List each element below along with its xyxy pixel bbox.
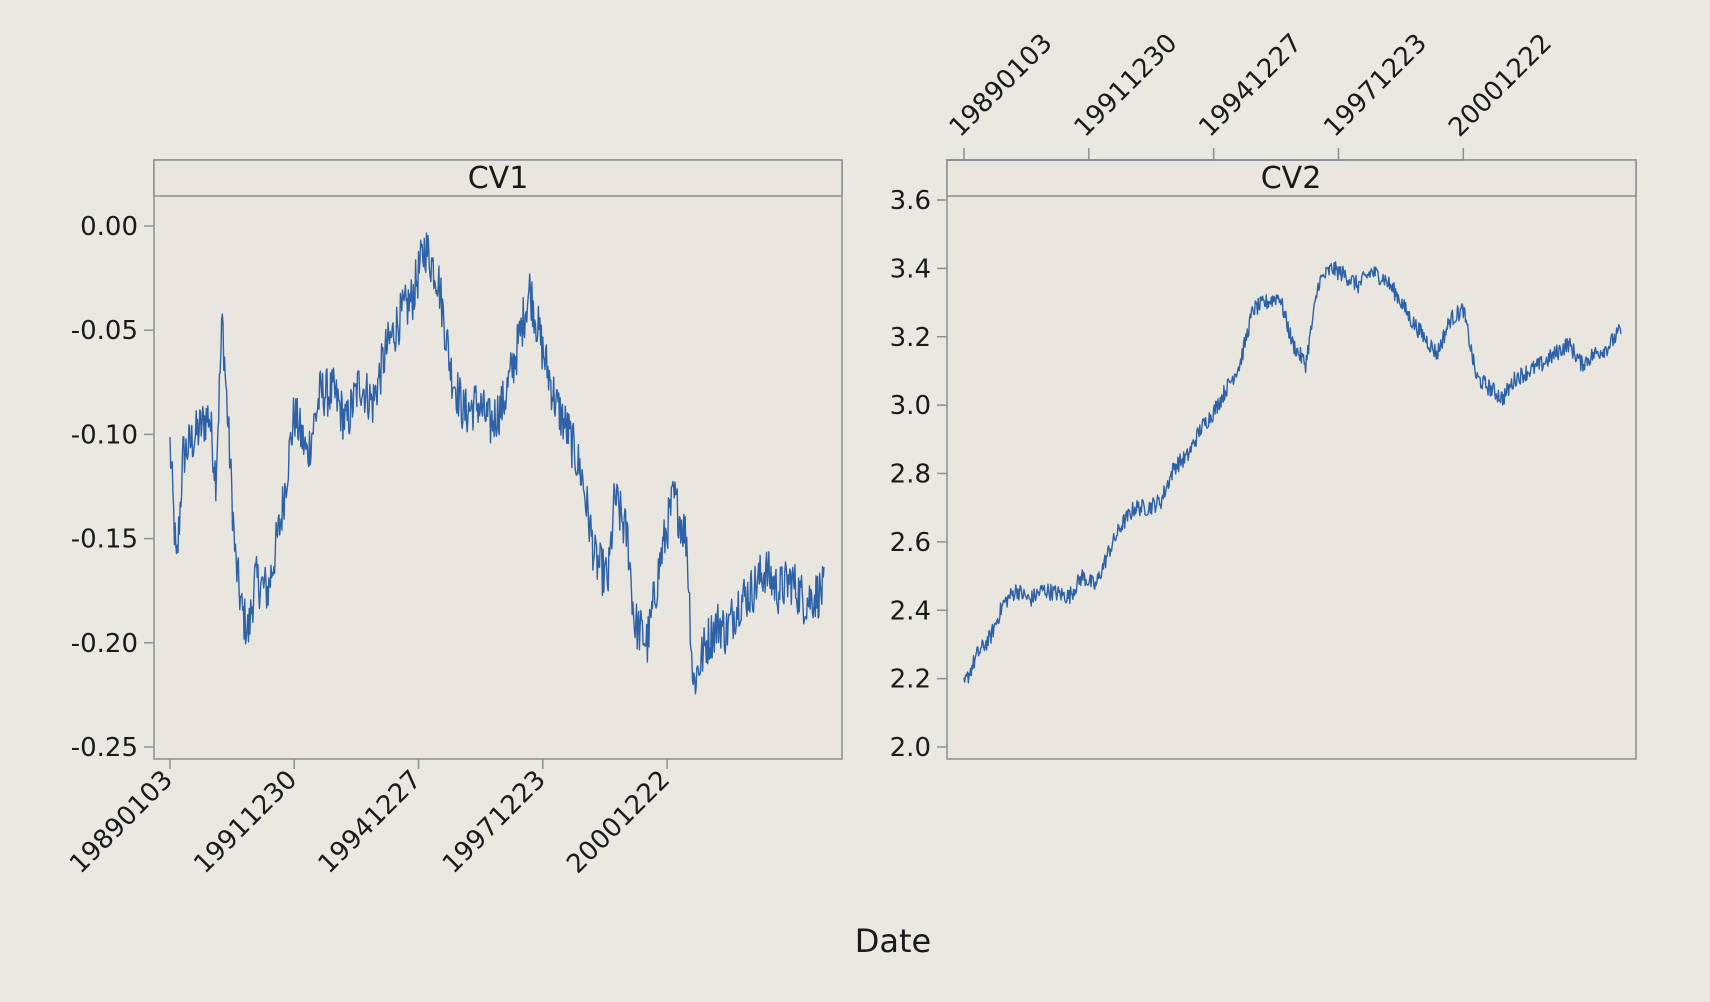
cv1-x-tick-label: 19971223	[437, 765, 552, 880]
cv1-y-tick-label: -0.20	[71, 629, 138, 659]
cv1-y-tick-label: -0.10	[71, 420, 138, 450]
cv2-plot-area	[946, 159, 1637, 760]
cv2-x-tick-label: 19941227	[1193, 28, 1308, 143]
cv1-title: CV1	[468, 161, 529, 196]
cv2-y-tick-label: 2.4	[890, 596, 931, 626]
cv2-y-tick-label: 2.8	[890, 460, 931, 490]
cv1-y-tick-label: -0.25	[71, 733, 138, 763]
cv1-x-tick-label: 20001222	[561, 765, 676, 880]
cv1-series-line	[169, 232, 825, 695]
cv2-y-tick-label: 2.2	[890, 665, 931, 695]
cv1-x-tick-label: 19941227	[313, 765, 428, 880]
cv1-y-tick-label: 0.00	[80, 212, 138, 242]
cv2-y-tick-label: 2.0	[890, 733, 931, 763]
cv2-y-tick-label: 2.6	[890, 528, 931, 558]
cv1-x-tick-label: 19890103	[64, 765, 179, 880]
cv2-y-tick-label: 3.2	[890, 323, 931, 353]
cv2-y-tick-label: 3.0	[890, 391, 931, 421]
cv1-x-tick-label: 19911230	[188, 765, 303, 880]
cv2-y-tick-label: 3.4	[890, 254, 931, 284]
cv2-series	[963, 261, 1622, 684]
cv1-x-axis: 19890103 19911230 19941227 19971223 20001222	[64, 759, 676, 880]
cv1-y-tick-label: -0.15	[71, 525, 138, 555]
cv1-plot-area	[153, 159, 843, 760]
cv2-x-tick-label: 19890103	[944, 28, 1059, 143]
cv2-x-tick-label: 19971223	[1318, 28, 1433, 143]
panel-cv1: CV1 0.00 -0.05 -0.10 -0.15 -0.20 -0.25 198901…	[64, 159, 843, 880]
cv2-x-tick-label: 20001222	[1443, 28, 1558, 143]
cv2-x-axis: 19890103 19911230 19941227 19971223 20001222	[944, 28, 1558, 161]
cv2-title: CV2	[1261, 161, 1322, 196]
cv1-y-tick-label: -0.05	[71, 316, 138, 346]
cv1-series	[169, 232, 825, 695]
cv2-x-tick-label: 19911230	[1069, 28, 1184, 143]
cv2-series-line	[963, 261, 1622, 684]
panel-cv2: CV2 2.0 2.2 2.4 2.6 2.8 3.0 3.2 3.4 3.6 19890103…	[890, 28, 1637, 763]
cv2-y-tick-label: 3.6	[890, 186, 931, 216]
cv2-y-axis: 2.0 2.2 2.4 2.6 2.8 3.0 3.2 3.4 3.6	[890, 186, 947, 763]
cv1-y-axis: 0.00 -0.05 -0.10 -0.15 -0.20 -0.25	[71, 212, 154, 763]
x-axis-title: Date	[855, 922, 931, 960]
cv1-strip	[153, 159, 843, 197]
